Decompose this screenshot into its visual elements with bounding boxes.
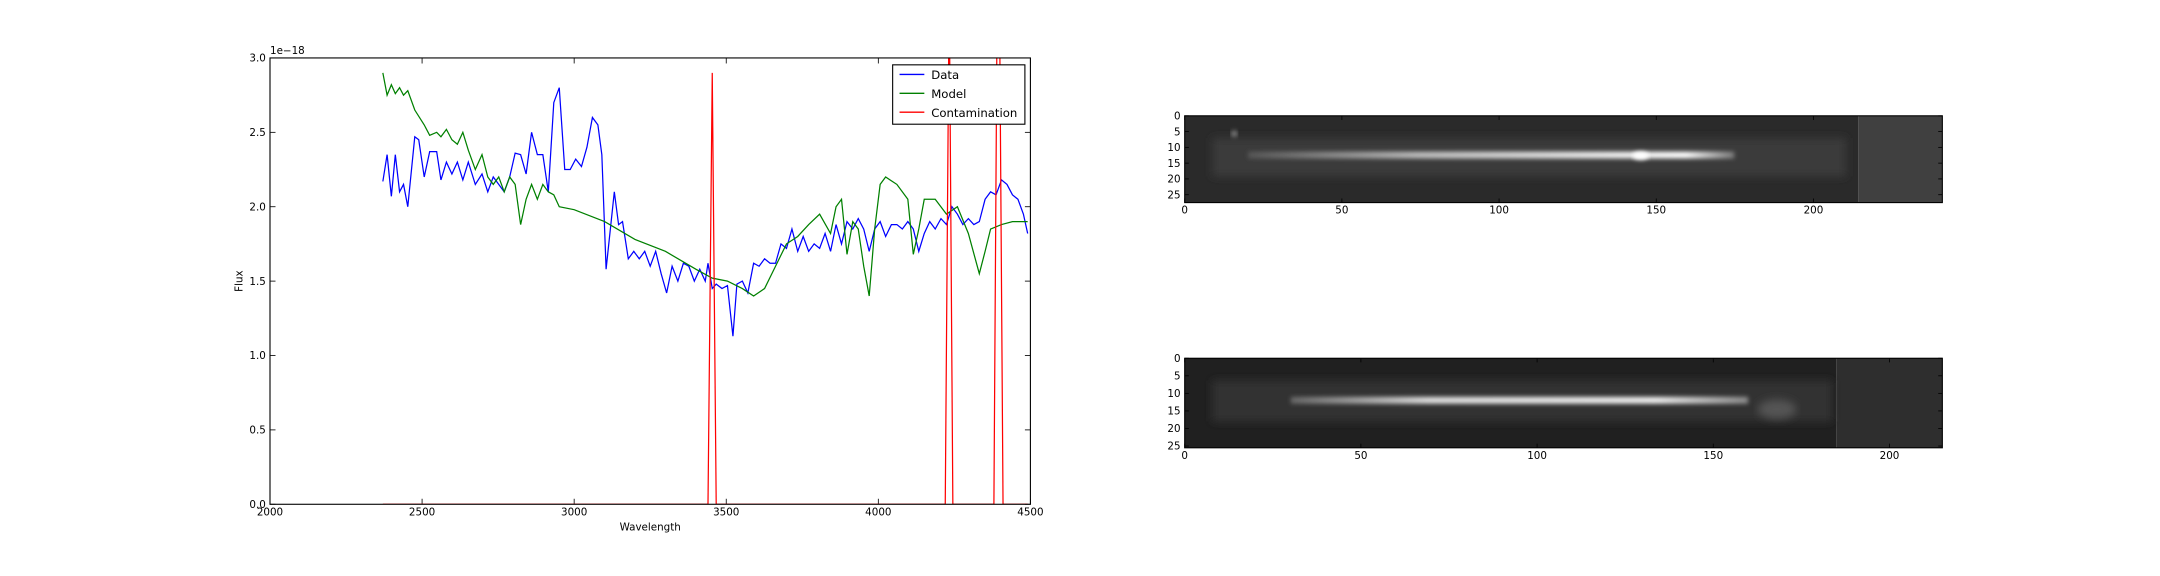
y-tick-label: 1.0 <box>249 350 265 362</box>
y-tick-label: 15 <box>1167 406 1180 418</box>
y-axis-label: Flux <box>233 270 245 291</box>
image-2 <box>1184 358 1943 448</box>
y-tick-label: 20 <box>1167 174 1180 186</box>
y-tick-label: 15 <box>1167 158 1180 170</box>
x-tick-label: 150 <box>1703 450 1723 462</box>
data-line <box>382 72 1028 297</box>
x-tick-label: 2500 <box>409 506 435 518</box>
y-tick-label: 25 <box>1167 189 1180 201</box>
y-tick-label: 3.0 <box>249 53 265 65</box>
y-tick-label: 1.5 <box>249 276 265 288</box>
x-tick-label: 100 <box>1489 205 1509 217</box>
legend-label: Model <box>931 87 966 101</box>
y-tick-label: 10 <box>1167 388 1180 400</box>
x-tick-label: 3500 <box>713 506 739 518</box>
x-tick-label: 100 <box>1527 450 1547 462</box>
y-tick-label: 10 <box>1167 142 1180 154</box>
x-tick-label: 4500 <box>1017 506 1043 518</box>
x-tick-label: 0 <box>1181 450 1188 462</box>
x-tick-label: 200 <box>1804 205 1824 217</box>
y-tick-label: 5 <box>1174 126 1181 138</box>
x-tick-label: 200 <box>1880 450 1900 462</box>
x-tick-label: 150 <box>1646 205 1666 217</box>
x-tick-label: 3000 <box>561 506 587 518</box>
y-tick-label: 0 <box>1174 353 1181 365</box>
x-axis-label: Wavelength <box>620 521 681 533</box>
y-tick-label: 20 <box>1167 423 1180 435</box>
data-line <box>382 87 1029 337</box>
image-1 <box>1184 115 1943 203</box>
legend-label: Data <box>931 68 959 82</box>
offset-label: 1e−18 <box>270 45 305 57</box>
y-tick-label: 0.5 <box>249 425 265 437</box>
x-tick-label: 0 <box>1181 205 1188 217</box>
x-tick-label: 50 <box>1354 450 1367 462</box>
axes-frame <box>269 57 1031 505</box>
x-tick-label: 2000 <box>257 506 283 518</box>
y-tick-label: 2.0 <box>249 201 265 213</box>
y-tick-label: 5 <box>1174 371 1181 383</box>
axes-frame <box>1184 357 1943 449</box>
y-tick-label: 0 <box>1174 111 1181 123</box>
y-tick-label: 2.5 <box>249 127 265 139</box>
y-tick-label: 25 <box>1167 441 1180 453</box>
y-tick-label: 0.0 <box>249 499 265 511</box>
legend-label: Contamination <box>931 106 1017 120</box>
x-tick-label: 50 <box>1335 205 1348 217</box>
axes-frame <box>1184 115 1943 204</box>
x-tick-label: 4000 <box>865 506 891 518</box>
